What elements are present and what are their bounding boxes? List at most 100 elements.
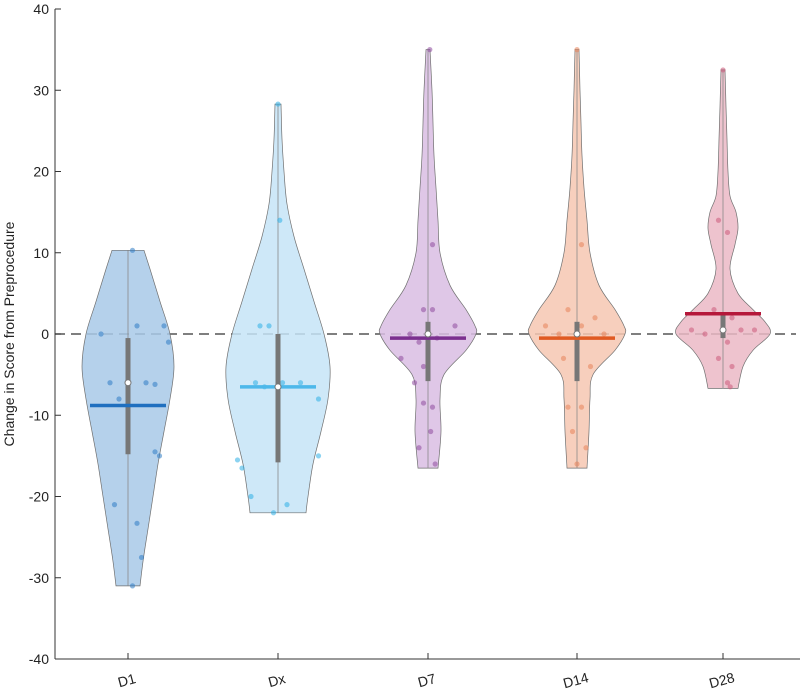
data-point	[420, 400, 427, 406]
y-tick-label: -20	[29, 489, 49, 505]
data-point	[248, 493, 254, 500]
violin-group-d7	[378, 47, 478, 469]
data-point	[315, 396, 322, 402]
data-point	[143, 380, 149, 386]
y-tick-label: 0	[41, 326, 49, 342]
data-point	[116, 396, 122, 402]
violin-group-dx	[225, 101, 331, 516]
data-point	[98, 331, 104, 337]
data-point	[715, 355, 722, 361]
data-point	[165, 339, 172, 345]
data-point	[583, 445, 589, 451]
data-point	[111, 502, 118, 508]
data-point	[688, 327, 695, 333]
x-tick-label-d7: D7	[416, 670, 438, 690]
violins	[81, 47, 771, 589]
x-tick-label-dx: Dx	[266, 670, 287, 690]
data-point	[574, 461, 580, 467]
data-point	[432, 461, 438, 467]
x-tick-label-d28: D28	[707, 669, 736, 691]
data-point	[152, 449, 158, 455]
median-marker	[124, 379, 132, 387]
data-point	[270, 510, 277, 516]
iqr-box	[275, 334, 281, 463]
data-point	[702, 331, 708, 337]
iqr-box	[574, 321, 580, 382]
median-marker	[719, 326, 727, 334]
data-point	[416, 339, 422, 345]
data-point	[720, 67, 726, 73]
data-point	[724, 380, 731, 386]
data-point	[107, 380, 113, 386]
data-point	[724, 229, 731, 236]
y-tick-label: 30	[33, 82, 49, 98]
data-point	[711, 307, 717, 313]
data-point	[715, 217, 722, 223]
violin-group-d14	[527, 47, 627, 469]
data-point	[556, 331, 562, 337]
data-point	[587, 363, 594, 370]
data-point	[252, 380, 259, 386]
y-axis-title: Change in Score from Preprocedure	[1, 221, 17, 446]
data-point	[429, 404, 436, 410]
data-point	[601, 331, 607, 337]
violin-group-d1	[81, 247, 175, 589]
data-point	[156, 453, 163, 459]
data-point	[751, 327, 758, 333]
y-tick-label: 20	[33, 164, 49, 180]
data-point	[138, 554, 145, 561]
data-point	[416, 445, 422, 451]
data-point	[134, 323, 140, 329]
data-point	[592, 315, 598, 321]
data-point	[429, 242, 436, 248]
data-point	[578, 323, 585, 329]
violin-group-d28	[675, 67, 771, 390]
data-point	[542, 323, 549, 329]
data-point	[279, 380, 286, 386]
data-point	[427, 47, 433, 53]
data-point	[724, 339, 731, 345]
data-point	[565, 307, 571, 313]
y-tick-label: -10	[29, 407, 49, 423]
x-axis: D1 Dx D7 D14 D28	[55, 653, 800, 691]
data-point	[727, 384, 733, 390]
data-point	[234, 457, 241, 463]
data-point	[578, 242, 585, 248]
y-tick-label: -30	[29, 570, 49, 586]
data-point	[129, 247, 136, 253]
data-point	[297, 380, 304, 386]
data-point	[420, 307, 427, 313]
median-marker	[274, 383, 282, 391]
data-point	[729, 315, 735, 321]
data-point	[284, 502, 290, 508]
data-point	[407, 331, 413, 337]
data-point	[257, 323, 263, 329]
y-axis: 40 30 20 10 0 -10 -20 -30 -40	[29, 1, 61, 667]
data-point	[161, 323, 167, 329]
y-tick-label: 40	[33, 1, 49, 17]
x-tick-label-d1: D1	[116, 670, 138, 690]
data-point	[569, 428, 576, 435]
data-point	[729, 363, 735, 370]
data-point	[134, 520, 140, 526]
data-point	[129, 583, 136, 589]
median-marker	[573, 330, 581, 338]
data-point	[420, 363, 427, 370]
y-tick-label: 10	[33, 245, 49, 261]
median-marker	[424, 330, 432, 338]
data-point	[239, 465, 245, 471]
data-point	[266, 323, 272, 329]
data-point	[428, 428, 434, 435]
data-point	[574, 47, 580, 53]
data-point	[275, 101, 281, 107]
y-tick-label: -40	[29, 651, 49, 667]
x-tick-label-d14: D14	[561, 669, 590, 691]
iqr-box	[425, 321, 431, 382]
data-point	[315, 453, 322, 459]
data-point	[152, 381, 158, 387]
iqr-box	[720, 313, 726, 339]
data-point	[429, 307, 436, 313]
data-point	[277, 217, 283, 223]
iqr-box	[125, 338, 131, 455]
